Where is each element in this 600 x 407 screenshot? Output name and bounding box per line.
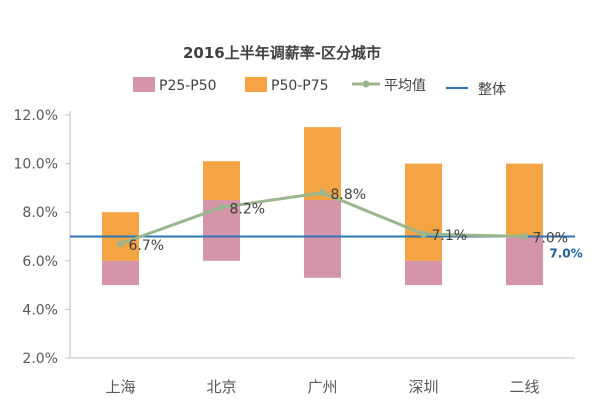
bar-p50-p75	[203, 161, 240, 201]
average-point	[117, 240, 124, 248]
chart-title: 2016上半年调薪率-区分城市	[183, 44, 381, 62]
y-tick-label: 12.0%	[14, 108, 58, 124]
legend-marker-average	[362, 80, 370, 88]
legend-label-overall: 整体	[478, 82, 506, 98]
average-point	[319, 189, 326, 197]
legend-label-p50-p75: P50-P75	[271, 78, 329, 94]
x-tick-label: 广州	[307, 378, 337, 396]
y-tick-label: 8.0%	[22, 205, 58, 221]
overall-reference-label: 7.0%	[549, 247, 582, 261]
average-data-label: 8.8%	[331, 187, 367, 203]
legend-swatch-p25-p50	[133, 77, 155, 92]
average-data-label: 6.7%	[129, 238, 165, 254]
y-axis: 2.0% 4.0% 6.0% 8.0% 10.0% 12.0%	[14, 108, 71, 367]
average-data-label: 7.0%	[533, 231, 569, 247]
y-tick-label: 2.0%	[22, 351, 58, 367]
y-tick-label: 10.0%	[14, 157, 58, 173]
average-point	[420, 230, 427, 238]
bar-p50-p75	[506, 163, 543, 237]
x-tick-label: 北京	[206, 378, 236, 396]
bar-p25-p50	[506, 236, 543, 286]
legend-label-average: 平均值	[384, 78, 426, 94]
bar-p25-p50	[405, 260, 442, 286]
legend-label-p25-p50: P25-P50	[159, 78, 217, 94]
average-data-label: 8.2%	[230, 201, 266, 217]
average-point	[218, 203, 225, 211]
x-tick-label: 二线	[509, 378, 539, 396]
y-tick-label: 4.0%	[22, 302, 58, 318]
bar-p50-p75	[304, 127, 341, 201]
average-line: 6.7% 8.2% 8.8% 7.1% 7.0%	[117, 187, 568, 254]
x-tick-label: 深圳	[408, 378, 438, 396]
legend: P25-P50 P50-P75 平均值 整体	[133, 77, 506, 98]
bar-p25-p50	[304, 200, 341, 278]
legend-swatch-p50-p75	[245, 77, 267, 92]
y-tick-label: 6.0%	[22, 254, 58, 270]
x-axis: 上海 北京 广州 深圳 二线	[70, 357, 575, 396]
bar-p25-p50	[102, 260, 139, 286]
average-data-label: 7.1%	[432, 228, 468, 244]
bar-p50-p75	[405, 163, 442, 261]
bars	[102, 127, 543, 286]
x-tick-label: 上海	[105, 378, 135, 396]
average-point	[521, 233, 528, 240]
